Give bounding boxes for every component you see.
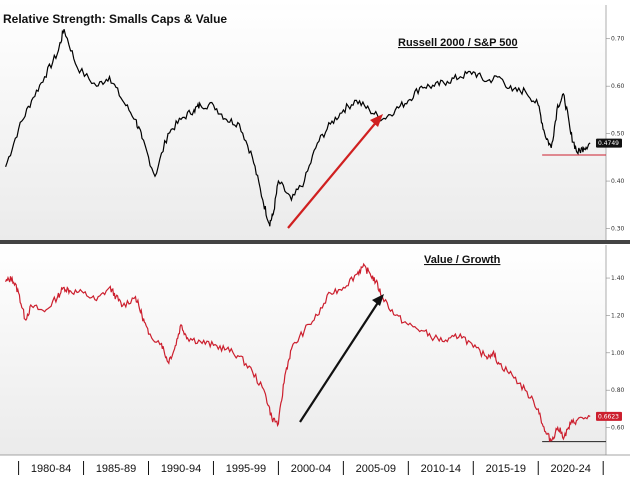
bottom-y-axis-ticks: 1.40 1.20 1.00 0.80 0.60 [606,275,625,432]
top-y-tick-label: 0.40 [611,178,625,185]
bottom-panel-background [0,245,606,455]
bottom-y-tick-label: 0.80 [611,387,625,394]
chart-title: Relative Strength: Smalls Caps & Value [3,12,227,26]
bottom-last-value-badge: 0.6623 [596,411,622,421]
bottom-y-tick-label: 1.40 [611,275,625,282]
top-series-title: Russell 2000 / S&P 500 [398,37,518,49]
x-tick-label: 2005-09 [356,463,396,475]
top-panel-background [0,0,606,240]
x-tick-label: 2020-24 [551,463,591,475]
top-y-tick-label: 0.50 [611,131,625,138]
x-tick-label: 1995-99 [226,463,266,475]
top-y-tick-label: 0.60 [611,83,625,90]
top-y-tick-label: 0.30 [611,226,625,233]
x-axis: 1980-84 1985-89 1990-94 1995-99 2000-04 2005-… [18,461,604,475]
svg-text:0.6623: 0.6623 [598,413,619,420]
x-tick-label: 2015-19 [486,463,526,475]
russell-sp500-series-line [5,29,591,227]
bottom-series-title: Value / Growth [424,254,501,266]
panel-divider [0,240,630,244]
top-y-axis-ticks: 0.70 0.60 0.50 0.40 0.30 [606,36,625,233]
x-tick-label: 1990-94 [161,463,201,475]
x-tick-label: 1985-89 [96,463,136,475]
bottom-y-tick-label: 1.20 [611,312,625,319]
top-y-tick-label: 0.70 [611,36,625,43]
x-tick-label: 1980-84 [31,463,71,475]
x-tick-label: 2000-04 [291,463,331,475]
svg-text:0.4749: 0.4749 [598,140,619,147]
bottom-y-tick-label: 0.60 [611,425,625,432]
bottom-trend-arrow [299,294,384,423]
value-growth-series-line [5,262,591,442]
x-tick-label: 2010-14 [421,463,461,475]
bottom-y-tick-label: 1.00 [611,350,625,357]
top-last-value-badge: 0.4749 [596,138,622,148]
top-trend-arrow [287,114,383,229]
